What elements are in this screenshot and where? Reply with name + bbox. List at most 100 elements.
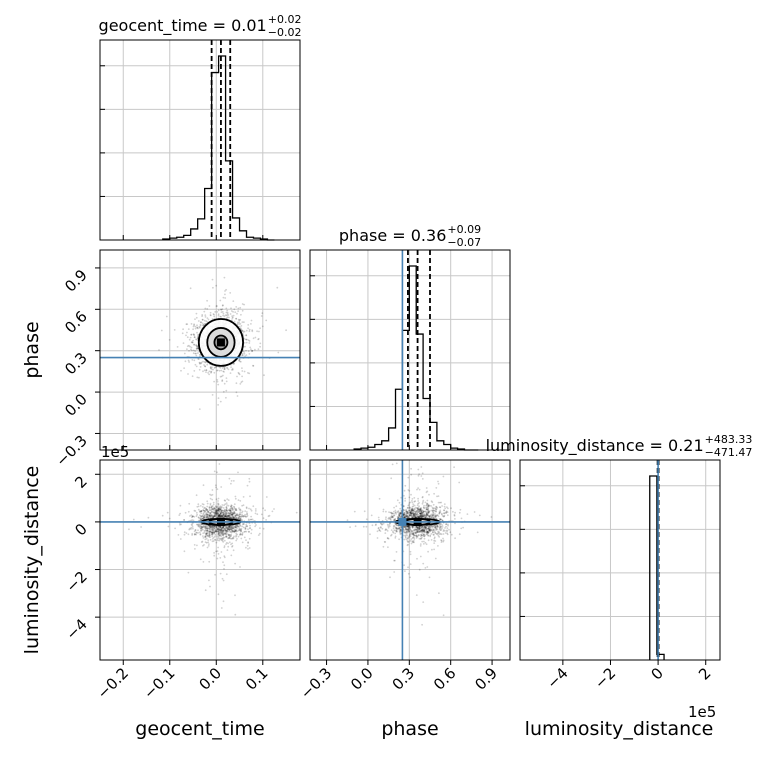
scatter-geocent-time-luminosity-distance-point [244, 513, 247, 516]
scatter-geocent-time-phase-point [206, 363, 209, 366]
scatter-phase-luminosity-distance-point [388, 511, 390, 513]
scatter-geocent-time-luminosity-distance-point [215, 511, 218, 514]
scatter-geocent-time-luminosity-distance-point [214, 514, 217, 516]
scatter-geocent-time-phase-point [190, 333, 193, 336]
scatter-geocent-time-phase-point [219, 299, 222, 302]
scatter-geocent-time-luminosity-distance-point [244, 515, 247, 518]
scatter-geocent-time-phase-point [247, 324, 250, 326]
scatter-phase-luminosity-distance-point [424, 501, 427, 504]
scatter-phase-luminosity-distance-point [409, 511, 412, 514]
scatter-phase-luminosity-distance-point [413, 500, 416, 503]
scatter-geocent-time-luminosity-distance-point [201, 506, 204, 508]
scatter-geocent-time-luminosity-distance-point [271, 510, 274, 513]
scatter-geocent-time-luminosity-distance-point [213, 507, 216, 510]
scatter-geocent-time-luminosity-distance-point [239, 515, 241, 518]
scatter-geocent-time-luminosity-distance-point [236, 513, 239, 515]
scatter-geocent-time-luminosity-distance-point [206, 529, 209, 532]
scatter-geocent-time-luminosity-distance-point [217, 526, 220, 528]
scatter-geocent-time-luminosity-distance-point [202, 532, 205, 535]
scatter-phase-luminosity-distance-point [411, 526, 414, 529]
scatter-geocent-time-luminosity-distance-point [213, 529, 215, 531]
scatter-geocent-time-luminosity-distance-point [254, 512, 257, 515]
axis-luminosity-distance-xtick-label-1: −2 [591, 664, 619, 692]
scatter-geocent-time-luminosity-distance-point [230, 516, 233, 519]
scatter-geocent-time-phase-point [223, 368, 226, 371]
scatter-phase-luminosity-distance-point [429, 530, 431, 532]
scatter-phase-luminosity-distance-point [446, 511, 449, 514]
scatter-phase-luminosity-distance-point [436, 525, 439, 528]
scatter-phase-luminosity-distance-point [425, 530, 428, 533]
scatter-phase-luminosity-distance-point [371, 524, 374, 527]
scatter-geocent-time-luminosity-distance-point [227, 526, 230, 529]
scatter-phase-luminosity-distance-point [416, 531, 418, 533]
scatter-phase-luminosity-distance-point [458, 533, 461, 536]
scatter-geocent-time-phase-point [210, 371, 213, 373]
scatter-phase-luminosity-distance-point [399, 525, 402, 528]
scatter-geocent-time-luminosity-distance-point [239, 532, 242, 535]
scatter-geocent-time-luminosity-distance-point [234, 562, 237, 565]
scatter-phase-luminosity-distance-point [412, 514, 415, 516]
scatter-geocent-time-phase-point [217, 314, 220, 317]
axis-luminosity-distance-y-ytick-label-0: −4 [62, 615, 90, 643]
scatter-geocent-time-luminosity-distance-point [188, 502, 191, 505]
scatter-phase-luminosity-distance-point [407, 506, 409, 509]
scatter-geocent-time-luminosity-distance-point [208, 531, 211, 534]
scatter-geocent-time-luminosity-distance-point [250, 515, 253, 518]
scatter-geocent-time-luminosity-distance-point [190, 526, 193, 529]
scatter-geocent-time-luminosity-distance-point [220, 528, 223, 530]
scatter-geocent-time-phase-point [204, 365, 207, 368]
scatter-phase-luminosity-distance-point [417, 534, 420, 536]
scatter-geocent-time-phase-point [204, 316, 207, 318]
scatter-geocent-time-luminosity-distance-point [223, 515, 226, 518]
scatter-phase-luminosity-distance-point [446, 514, 449, 517]
scatter-geocent-time-phase-point [186, 345, 189, 348]
scatter-geocent-time-luminosity-distance-point [221, 538, 224, 540]
scatter-geocent-time-luminosity-distance-point [228, 537, 231, 539]
scatter-geocent-time-phase-point [252, 337, 255, 340]
hist-phase-step-line [353, 265, 479, 451]
scatter-geocent-time-phase-point [251, 330, 254, 333]
scatter-geocent-time-phase-point [202, 324, 205, 327]
scatter-phase-luminosity-distance-point [421, 531, 424, 533]
scatter-geocent-time-luminosity-distance-point [200, 516, 203, 518]
scatter-phase-luminosity-distance-point [454, 522, 456, 525]
scatter-geocent-time-luminosity-distance-point [221, 516, 223, 518]
scatter-geocent-time-luminosity-distance-point [202, 484, 205, 487]
scatter-geocent-time-luminosity-distance-point [215, 530, 218, 533]
axis-geocent-time-xtick-label-0: −0.2 [94, 664, 132, 702]
scatter-geocent-time-luminosity-distance-point [216, 514, 219, 516]
scatter-geocent-time-luminosity-distance-point [234, 497, 237, 500]
scatter-geocent-time-luminosity-distance-point [247, 530, 250, 533]
scatter-phase-luminosity-distance-point [393, 510, 395, 513]
scatter-geocent-time-phase-point [196, 376, 199, 379]
scatter-geocent-time-luminosity-distance-point [221, 509, 223, 512]
scatter-geocent-time-luminosity-distance-point [245, 515, 248, 518]
scatter-geocent-time-luminosity-distance-point [227, 512, 230, 514]
scatter-geocent-time-luminosity-distance-point [215, 550, 218, 553]
scatter-geocent-time-luminosity-distance-point [229, 509, 231, 512]
scatter-geocent-time-luminosity-distance-point [221, 511, 224, 514]
scatter-geocent-time-luminosity-distance-background [100, 460, 300, 660]
hist-luminosity-distance-background [520, 460, 720, 660]
scatter-geocent-time-phase-point [201, 318, 204, 321]
scatter-geocent-time-phase-point [213, 371, 216, 374]
scatter-geocent-time-phase-point [198, 368, 201, 371]
scatter-geocent-time-luminosity-distance-point [229, 508, 231, 510]
scatter-geocent-time-phase-point [247, 372, 249, 374]
scatter-geocent-time-luminosity-distance-point [208, 530, 211, 533]
scatter-geocent-time-phase-point [201, 314, 204, 316]
scatter-geocent-time-luminosity-distance-point [214, 507, 216, 510]
scatter-geocent-time-luminosity-distance-point [214, 505, 217, 508]
scatter-geocent-time-luminosity-distance-point [249, 518, 252, 521]
scatter-geocent-time-phase-point [225, 396, 227, 399]
scatter-geocent-time-luminosity-distance-point [254, 525, 256, 528]
axis-geocent-time-xtick-label-1: −0.1 [140, 664, 178, 702]
scatter-geocent-time-luminosity-distance-point [203, 544, 205, 546]
scatter-geocent-time-phase-point [198, 408, 201, 410]
scatter-geocent-time-luminosity-distance-point [221, 532, 224, 534]
scatter-geocent-time-phase-point [232, 300, 235, 302]
scatter-geocent-time-luminosity-distance-point [227, 514, 230, 517]
scatter-geocent-time-luminosity-distance-point [219, 557, 222, 559]
scatter-geocent-time-phase-point [216, 380, 219, 383]
scatter-phase-luminosity-distance-point [404, 484, 407, 487]
